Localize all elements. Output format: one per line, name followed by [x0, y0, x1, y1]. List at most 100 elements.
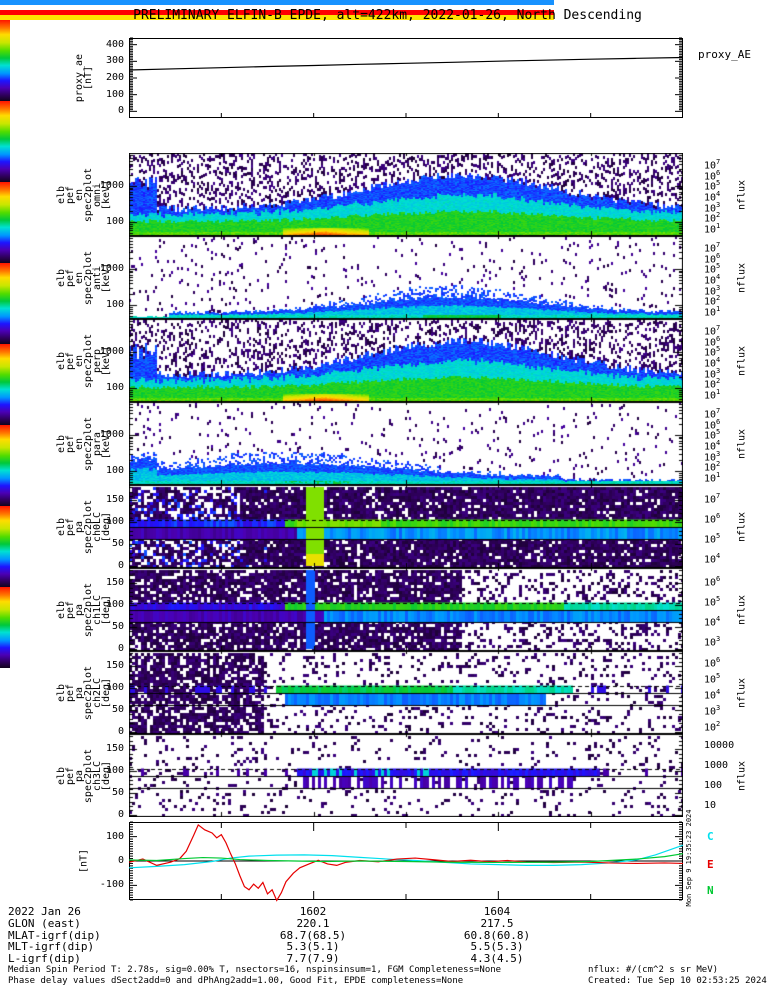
- colorbar-tick: 103: [704, 283, 721, 297]
- fgm-field-panel: [128, 821, 684, 902]
- fgm-ytick: 0: [117, 855, 124, 866]
- spectrogram-ytick: 100: [105, 516, 124, 528]
- colorbar-tick: 1000: [704, 760, 729, 771]
- info-row-value: 4.3(4.5): [470, 952, 524, 966]
- footer-left-line: Phase delay values dSect2add=0 and dPhAn…: [8, 976, 464, 986]
- spectrogram-ytick: 150: [105, 494, 124, 506]
- info-row-value: 7.7(7.9): [286, 952, 340, 966]
- colorbar-label: nflux: [736, 428, 748, 459]
- colorbar-label: nflux: [736, 262, 748, 293]
- colorbar-tick: 10000: [704, 740, 735, 751]
- colorbar-tick: 103: [704, 366, 721, 380]
- spectrogram-ytick: 100: [105, 465, 124, 477]
- colorbar-label: nflux: [736, 511, 748, 542]
- colorbar-tick: 104: [704, 190, 721, 204]
- colorbar-tick: 102: [704, 294, 721, 308]
- field-line-E: [128, 823, 684, 902]
- info-row-label: MLT-igrf(dip): [8, 940, 95, 954]
- colorbar-tick: 107: [704, 407, 721, 421]
- spectrogram-ytick: 1000: [99, 262, 124, 274]
- colorbar-tick: 103: [704, 704, 721, 718]
- spectrogram-ylabel-anti: elb pef en spec2plot anti [keV]: [56, 250, 112, 305]
- spectrogram-ytick: 150: [105, 743, 124, 755]
- info-row-value: 60.8(60.8): [463, 928, 531, 942]
- colorbar-tick: 106: [704, 656, 721, 670]
- spectrogram-ylabel-para: elb pef en spec2plot para [keV]: [56, 416, 112, 471]
- footer-right-line: nflux: #/(cm^2 s sr MeV): [588, 965, 719, 975]
- colorbar-tick: 101: [704, 471, 721, 485]
- info-row-value: 1604: [483, 905, 511, 918]
- footer-left-line: Median Spin Period T: 2.78s, sig=0.00% T…: [8, 965, 502, 975]
- colorbar-tick: 104: [704, 356, 721, 370]
- info-row-value: 220.1: [296, 916, 330, 930]
- colorbar: [0, 101, 10, 182]
- plot-stack: 0 100 200 300 400 proxy_ae [nT] 100 1000 elb pef…: [0, 0, 767, 986]
- fgm-ytick: -100: [99, 879, 124, 891]
- spectrogram-ytick: 150: [105, 660, 124, 672]
- status-bar-red: [0, 10, 554, 15]
- colorbar: [0, 425, 10, 506]
- info-row-value: 1602: [299, 905, 327, 918]
- colorbar: [0, 344, 10, 425]
- spectrogram-panel-perp: [129, 319, 683, 402]
- colorbar-tick: 106: [704, 575, 721, 589]
- colorbar-tick: 105: [704, 595, 721, 609]
- colorbar-tick: 105: [704, 179, 721, 193]
- colorbar: [0, 20, 10, 101]
- proxy-ae-ytick: 100: [105, 88, 124, 100]
- colorbar-tick: 102: [704, 211, 721, 225]
- proxy-ae-right-label: proxy_AE: [698, 48, 751, 61]
- legend-C: C: [707, 830, 714, 843]
- status-bar-blue: [0, 0, 554, 5]
- colorbar-tick: 107: [704, 158, 721, 172]
- proxy-ae-line: [128, 56, 684, 71]
- spectrogram-panel-ch2LC: [129, 651, 683, 734]
- colorbar-label: nflux: [736, 677, 748, 708]
- info-row-label: MLAT-igrf(dip): [8, 928, 101, 942]
- proxy-ae-ytick: 0: [117, 105, 124, 117]
- status-bar-gap: [0, 5, 5, 10]
- spectrogram-ylabel-ch3LC: elb pef pa spec2plot ch3LC [deg]: [56, 748, 112, 803]
- spectrogram-ytick: 100: [105, 765, 124, 777]
- legend-E: E: [707, 858, 714, 871]
- colorbar-tick: 101: [704, 222, 721, 236]
- spectrogram-panel-ch0LC: [129, 485, 683, 568]
- spectrogram-ytick: 50: [111, 786, 124, 798]
- colorbar-tick: 103: [704, 449, 721, 463]
- spectrogram-panel-ch1LC: [129, 568, 683, 651]
- spectrogram-ytick: 1000: [99, 345, 124, 357]
- status-bar-yellow: [0, 15, 554, 20]
- colorbar: [0, 263, 10, 344]
- field-line-C: [128, 844, 684, 869]
- colorbar-tick: 10: [704, 800, 717, 811]
- colorbar-tick: 105: [704, 532, 721, 546]
- created-stamp-vertical: Mon Sep 9 19:35:23 2024: [685, 809, 693, 907]
- footer-right-line: Created: Tue Sep 10 02:53:25 2024: [588, 976, 767, 986]
- colorbar-tick: 105: [704, 345, 721, 359]
- spectrogram-ytick: 1000: [99, 428, 124, 440]
- colorbar-tick: 106: [704, 251, 721, 265]
- colorbar-label: nflux: [736, 345, 748, 376]
- spectrogram-ylabel-ch1LC: elb pef pa spec2plot ch1LC [deg]: [56, 582, 112, 637]
- proxy-ae-ytick: 200: [105, 72, 124, 83]
- spectrogram-panel-para: [129, 402, 683, 485]
- colorbar-tick: 104: [704, 273, 721, 287]
- spectrogram-ytick: 0: [117, 808, 124, 820]
- spectrogram-ylabel-ch2LC: elb pef pa spec2plot ch2LC [deg]: [56, 665, 112, 720]
- spectrogram-ytick: 100: [105, 216, 124, 228]
- colorbar-tick: 107: [704, 241, 721, 255]
- colorbar-tick: 101: [704, 305, 721, 319]
- colorbar-tick: 104: [704, 688, 721, 702]
- spectrogram-ylabel-ch0LC: elb pef pa spec2plot ch0LC [deg]: [56, 499, 112, 554]
- colorbar-label: nflux: [736, 179, 748, 210]
- colorbar-tick: 101: [704, 388, 721, 402]
- spectrogram-ytick: 150: [105, 577, 124, 589]
- colorbar-tick: 104: [704, 615, 721, 629]
- colorbar-label: nflux: [736, 760, 748, 791]
- spectrogram-ytick: 0: [117, 725, 124, 737]
- spectrogram-panel-anti: [129, 236, 683, 319]
- info-row-value: 5.3(5.1): [286, 940, 340, 954]
- spectrogram-ytick: 50: [111, 620, 124, 632]
- colorbar-tick: 104: [704, 439, 721, 453]
